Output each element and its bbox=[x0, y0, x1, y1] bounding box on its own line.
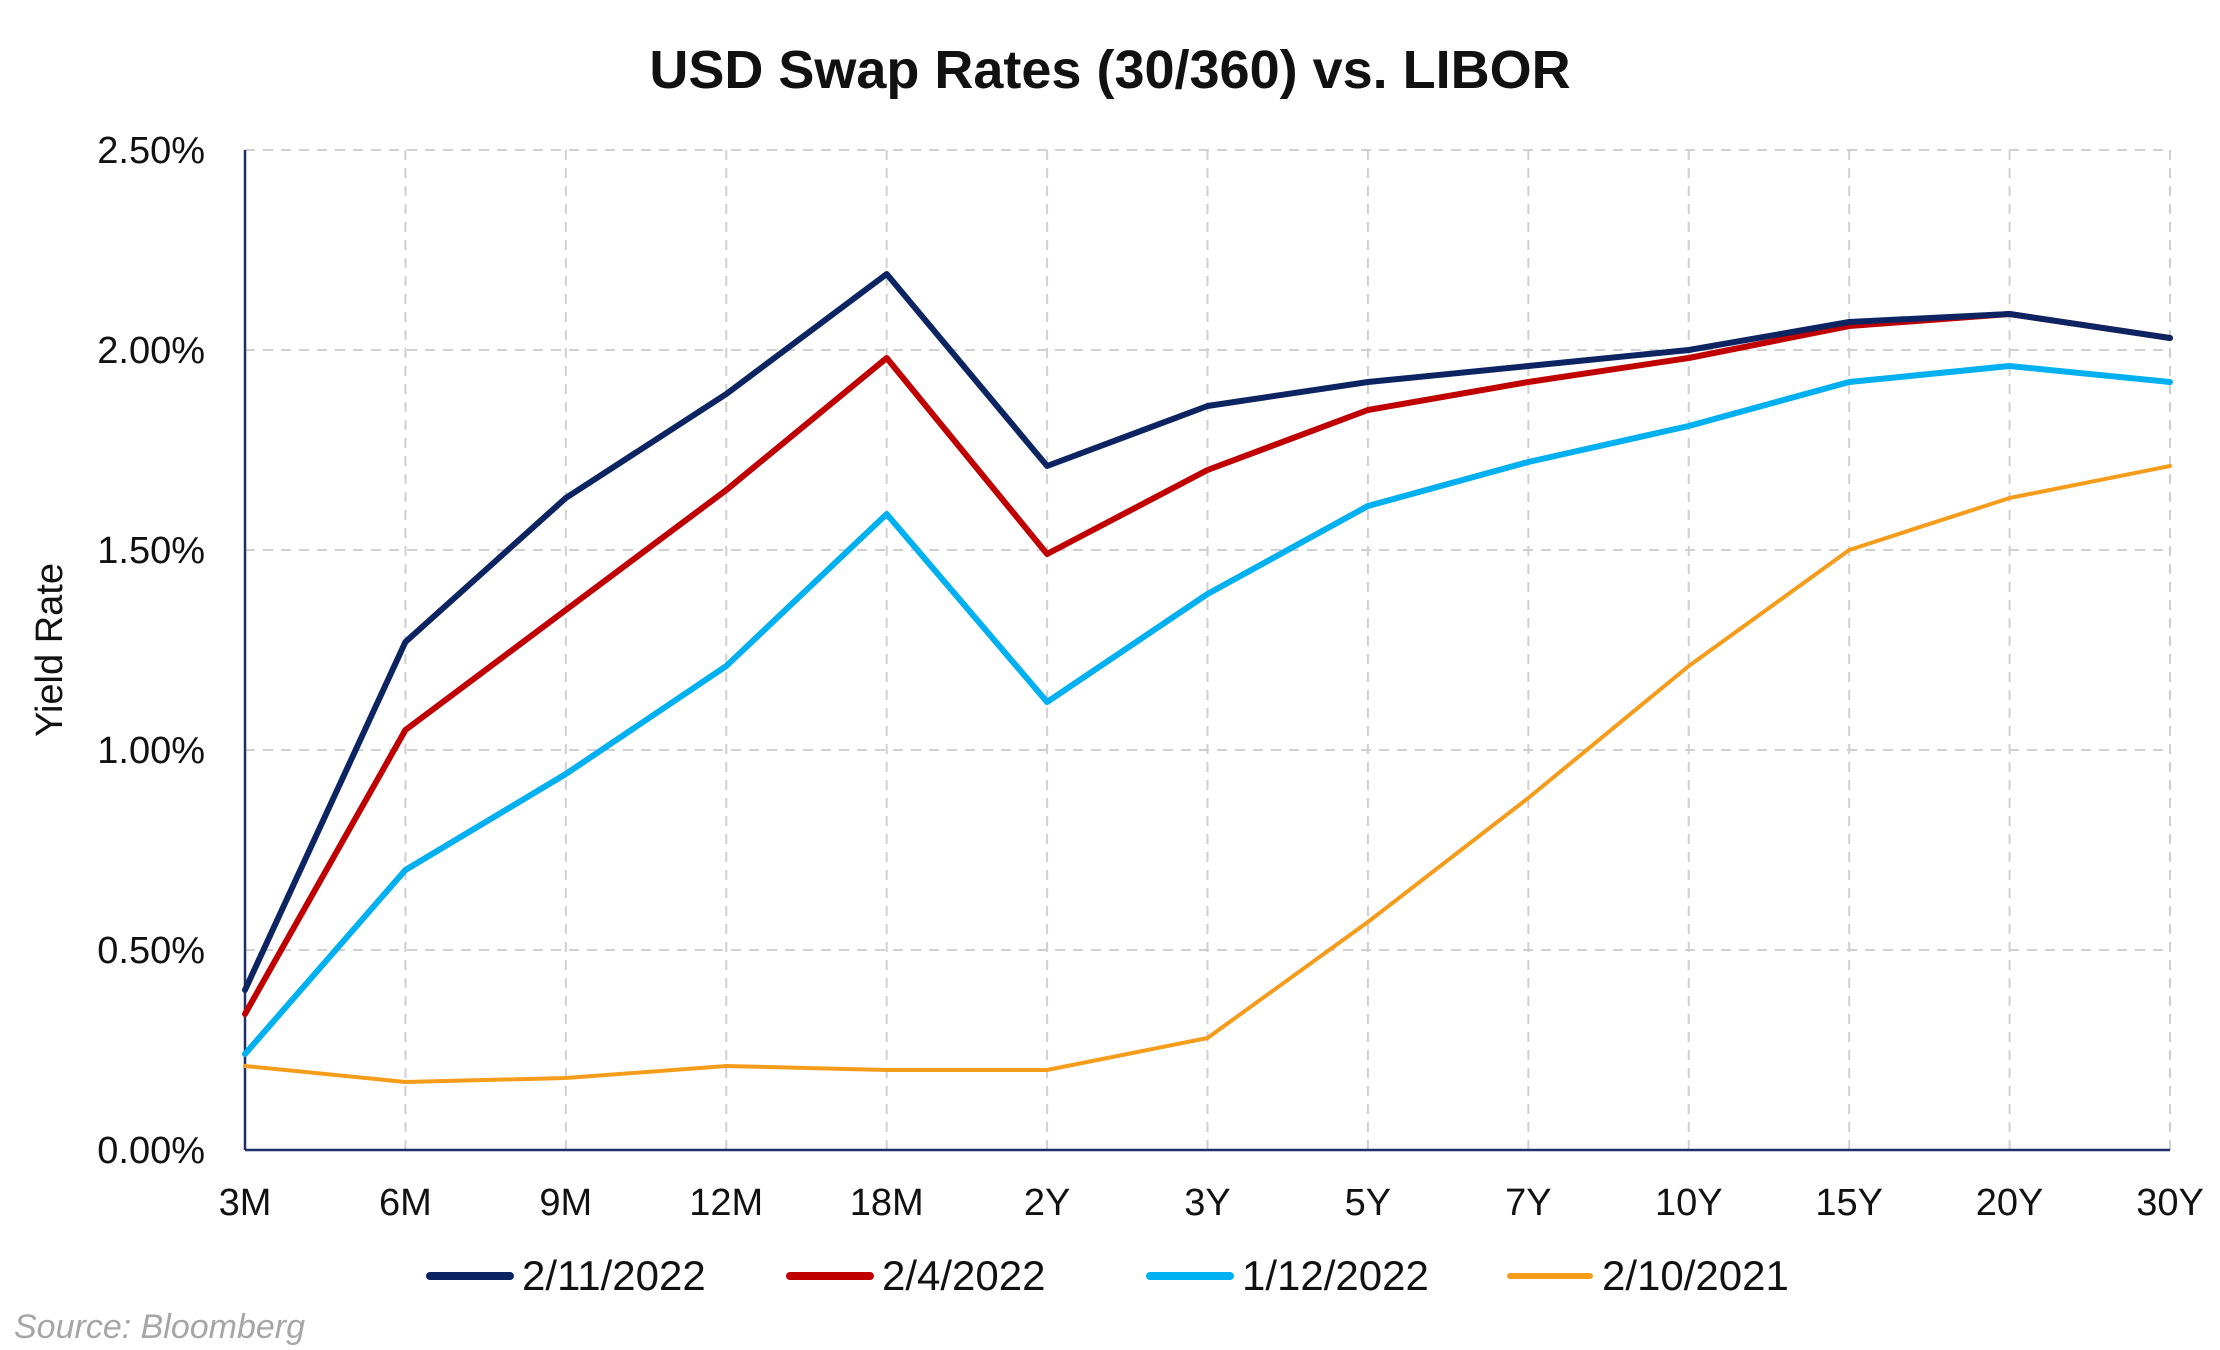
x-tick-label: 2Y bbox=[1024, 1182, 1070, 1224]
x-tick-label: 9M bbox=[539, 1182, 592, 1224]
x-tick-label: 30Y bbox=[2136, 1182, 2204, 1224]
x-tick-label: 3M bbox=[219, 1182, 272, 1224]
x-tick-label: 6M bbox=[379, 1182, 432, 1224]
x-tick-label: 10Y bbox=[1655, 1182, 1723, 1224]
series-line-2/11/2022 bbox=[242, 271, 2173, 993]
source-note: Source: Bloomberg bbox=[14, 1308, 305, 1346]
chart-title: USD Swap Rates (30/360) vs. LIBOR bbox=[649, 40, 1570, 100]
legend-label: 2/10/2021 bbox=[1602, 1252, 1789, 1299]
y-tick-label: 0.00% bbox=[97, 1130, 205, 1172]
x-tick-label: 5Y bbox=[1345, 1182, 1391, 1224]
legend-label: 2/4/2022 bbox=[882, 1252, 1046, 1299]
y-axis-title: Yield Rate bbox=[29, 563, 71, 737]
x-tick-label: 12M bbox=[689, 1182, 763, 1224]
y-tick-label: 2.00% bbox=[97, 330, 205, 372]
y-tick-label: 1.00% bbox=[97, 730, 205, 772]
legend-label: 2/11/2022 bbox=[522, 1252, 706, 1299]
gridlines bbox=[245, 149, 2171, 1150]
legend-item: 2/10/2021 bbox=[1507, 1252, 1789, 1299]
series-line-2/10/2021 bbox=[243, 464, 2172, 1084]
legend-item: 2/4/2022 bbox=[786, 1252, 1046, 1299]
legend-item: 2/11/2022 bbox=[426, 1252, 706, 1299]
axes: 0.00% 0.50% 1.00% 1.50% 2.00% 2.50% 3M 6M 9M 12M 1… bbox=[97, 130, 2204, 1224]
legend-item: 1/12/2022 bbox=[1146, 1252, 1429, 1299]
x-tick-label: 15Y bbox=[1815, 1182, 1883, 1224]
x-tick-label: 7Y bbox=[1505, 1182, 1551, 1224]
x-tick-label: 3Y bbox=[1184, 1182, 1230, 1224]
series-line-2/4/2022 bbox=[242, 311, 2173, 1017]
x-tick-label: 18M bbox=[850, 1182, 924, 1224]
x-tick-label: 20Y bbox=[1976, 1182, 2044, 1224]
series-line-1/12/2022 bbox=[242, 363, 2173, 1057]
y-tick-label: 1.50% bbox=[97, 530, 205, 572]
series-lines bbox=[242, 271, 2173, 1084]
legend-label: 1/12/2022 bbox=[1242, 1252, 1429, 1299]
y-tick-label: 2.50% bbox=[97, 130, 205, 172]
legend: 2/11/2022 2/4/2022 1/12/2022 2/10/2021 bbox=[426, 1252, 1789, 1299]
y-tick-label: 0.50% bbox=[97, 930, 205, 972]
